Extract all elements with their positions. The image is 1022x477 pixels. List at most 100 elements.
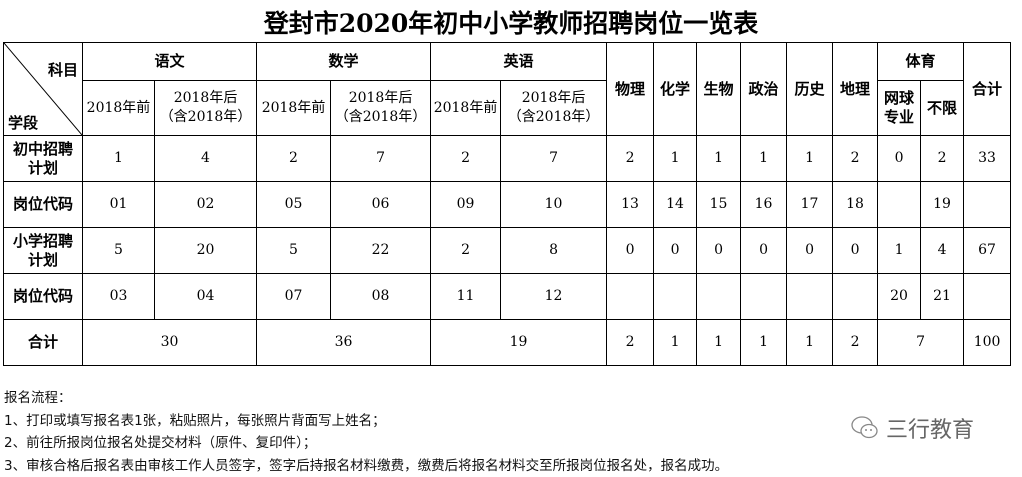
table-cell: 20 — [155, 228, 257, 274]
table-cell: 0 — [833, 228, 878, 274]
table-cell — [741, 274, 787, 320]
total-physics: 2 — [607, 320, 654, 366]
watermark: 三行教育 — [850, 412, 974, 444]
table-cell — [964, 274, 1011, 320]
col-before-2018: 2018年前 — [431, 81, 501, 136]
subject-politics: 政治 — [741, 43, 787, 136]
subject-label: 科目 — [48, 61, 78, 80]
table-cell: 01 — [83, 182, 155, 228]
row-label: 岗位代码 — [4, 182, 83, 228]
table-cell: 02 — [155, 182, 257, 228]
total-politics: 1 — [741, 320, 787, 366]
subject-biology: 生物 — [697, 43, 741, 136]
table-cell: 2 — [431, 228, 501, 274]
table-cell: 7 — [501, 136, 607, 182]
table-cell — [964, 182, 1011, 228]
table-cell: 07 — [257, 274, 331, 320]
table-cell: 8 — [501, 228, 607, 274]
table-cell: 1 — [741, 136, 787, 182]
table-cell: 4 — [155, 136, 257, 182]
table-cell: 5 — [83, 228, 155, 274]
table-cell — [787, 274, 833, 320]
table-cell: 0 — [607, 228, 654, 274]
stage-label: 学段 — [8, 114, 38, 133]
table-cell: 0 — [741, 228, 787, 274]
table-cell: 11 — [431, 274, 501, 320]
subject-geography: 地理 — [833, 43, 878, 136]
page-title: 登封市2020年初中小学教师招聘岗位一览表 — [0, 4, 1022, 40]
after-2018-line2: （含2018年） — [331, 108, 430, 127]
note-item: 3、审核合格后报名表由审核工作人员签字，签字后持报名材料缴费，缴费后将报名材料交… — [4, 455, 728, 477]
table-cell: 22 — [331, 228, 431, 274]
subject-physics: 物理 — [607, 43, 654, 136]
row-label: 小学招聘计划 — [4, 228, 83, 274]
table-cell: 0 — [787, 228, 833, 274]
col-after-2018: 2018年后（含2018年） — [501, 81, 607, 136]
table-cell: 33 — [964, 136, 1011, 182]
after-2018-line1: 2018年后 — [331, 89, 430, 108]
col-after-2018: 2018年后（含2018年） — [155, 81, 257, 136]
total-chemistry: 1 — [654, 320, 697, 366]
table-cell: 0 — [878, 136, 921, 182]
wechat-icon — [850, 414, 880, 442]
subject-chinese: 语文 — [83, 43, 257, 81]
table-cell: 04 — [155, 274, 257, 320]
table-cell: 06 — [331, 182, 431, 228]
table-cell: 09 — [431, 182, 501, 228]
after-2018-line2: （含2018年） — [155, 108, 256, 127]
row-label: 初中招聘计划 — [4, 136, 83, 182]
table-cell: 1 — [654, 136, 697, 182]
after-2018-line1: 2018年后 — [501, 89, 606, 108]
col-pe-tennis: 网球专业 — [878, 81, 921, 136]
total-geography: 2 — [833, 320, 878, 366]
table-cell: 1 — [697, 136, 741, 182]
table-cell: 1 — [787, 136, 833, 182]
table-cell: 20 — [878, 274, 921, 320]
table-cell — [833, 274, 878, 320]
note-item: 1、打印或填写报名表1张，粘贴照片，每张照片背面写上姓名； — [4, 410, 728, 433]
table-cell — [654, 274, 697, 320]
table-cell: 14 — [654, 182, 697, 228]
table-cell: 2 — [257, 136, 331, 182]
after-2018-line2: （含2018年） — [501, 108, 606, 127]
subject-chemistry: 化学 — [654, 43, 697, 136]
table-cell: 03 — [83, 274, 155, 320]
table-cell: 16 — [741, 182, 787, 228]
total-pe: 7 — [878, 320, 964, 366]
subject-pe: 体育 — [878, 43, 964, 81]
col-after-2018: 2018年后（含2018年） — [331, 81, 431, 136]
table-cell: 67 — [964, 228, 1011, 274]
table-cell: 2 — [431, 136, 501, 182]
table-cell: 13 — [607, 182, 654, 228]
subject-english: 英语 — [431, 43, 607, 81]
watermark-text: 三行教育 — [886, 412, 974, 444]
table-cell: 21 — [921, 274, 964, 320]
table-cell: 0 — [697, 228, 741, 274]
table-cell: 08 — [331, 274, 431, 320]
col-before-2018: 2018年前 — [257, 81, 331, 136]
grand-total: 100 — [964, 320, 1011, 366]
table-cell: 15 — [697, 182, 741, 228]
total-row-label: 合计 — [4, 320, 83, 366]
total-chinese: 30 — [83, 320, 257, 366]
total-math: 36 — [257, 320, 431, 366]
table-cell — [697, 274, 741, 320]
table-cell — [878, 182, 921, 228]
note-item: 2、前往所报岗位报名处提交材料（原件、复印件）； — [4, 432, 728, 455]
table-cell: 17 — [787, 182, 833, 228]
total-biology: 1 — [697, 320, 741, 366]
table-cell: 4 — [921, 228, 964, 274]
table-cell: 2 — [921, 136, 964, 182]
after-2018-line1: 2018年后 — [155, 89, 256, 108]
table-cell: 1 — [878, 228, 921, 274]
col-pe-any: 不限 — [921, 81, 964, 136]
notes-title: 报名流程： — [4, 387, 728, 410]
table-cell: 19 — [921, 182, 964, 228]
table-cell: 10 — [501, 182, 607, 228]
total-history: 1 — [787, 320, 833, 366]
subject-math: 数学 — [257, 43, 431, 81]
